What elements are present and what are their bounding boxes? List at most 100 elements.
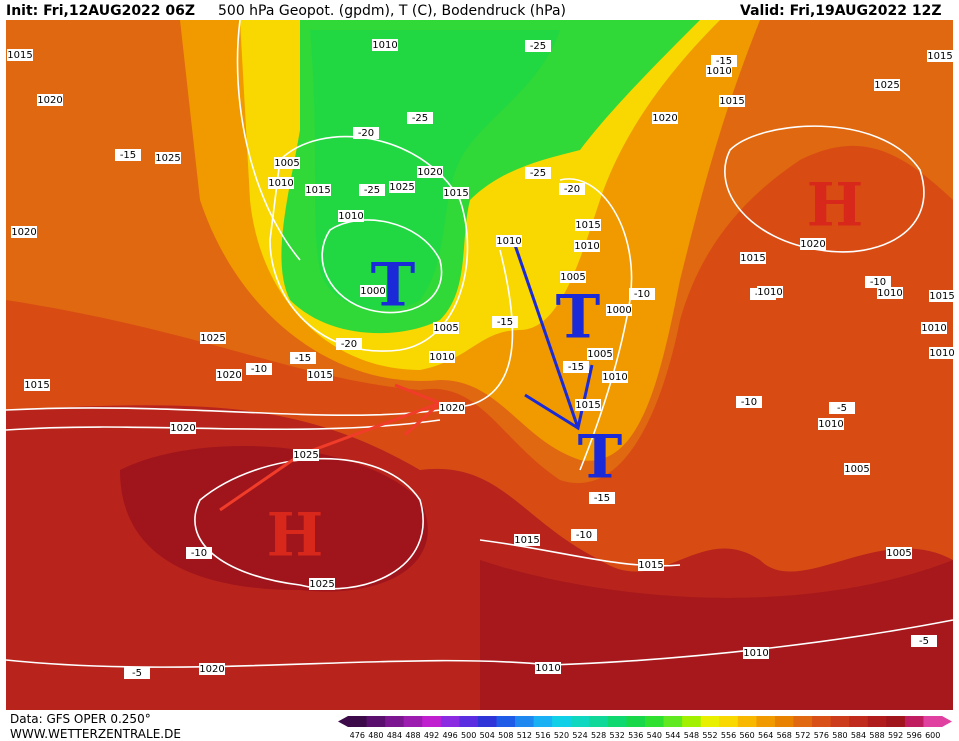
label-box <box>389 181 415 193</box>
map-label: -10 <box>634 289 650 300</box>
label-box <box>865 276 891 288</box>
colorbar-swatch <box>737 716 757 727</box>
label-box <box>757 286 783 298</box>
label-box <box>115 149 141 161</box>
colorbar-tick: 500 <box>461 731 476 740</box>
map-label: 1010 <box>743 648 768 659</box>
map-label: 1005 <box>274 158 299 169</box>
map-label: 1000 <box>606 305 631 316</box>
label-box <box>417 166 443 178</box>
colorbar-swatch <box>756 716 776 727</box>
colorbar-swatch <box>645 716 665 727</box>
map-label: 1015 <box>575 220 600 231</box>
map-label: 1010 <box>268 178 293 189</box>
map-label: 1025 <box>389 182 414 193</box>
map-label: 1020 <box>170 423 195 434</box>
map-label: -25 <box>530 168 546 179</box>
colorbar-swatch <box>626 716 646 727</box>
label-box <box>307 369 333 381</box>
colorbar-swatch <box>440 716 460 727</box>
label-box <box>338 210 364 222</box>
label-box <box>525 40 551 52</box>
label-box <box>360 285 386 297</box>
map-label: 1010 <box>929 348 954 359</box>
map-label: -15 <box>568 362 584 373</box>
colorbar-swatch <box>867 716 887 727</box>
map-label: 1005 <box>844 464 869 475</box>
colorbar-swatch <box>719 716 739 727</box>
map-label: 1010 <box>574 241 599 252</box>
label-box <box>559 183 585 195</box>
map-label: -10 <box>191 548 207 559</box>
colorbar-tick: 532 <box>610 731 625 740</box>
label-box <box>535 662 561 674</box>
map-label: 1015 <box>740 253 765 264</box>
map-label: 1010 <box>757 287 782 298</box>
colorbar-tick: 568 <box>777 731 792 740</box>
label-box <box>571 529 597 541</box>
label-box <box>525 167 551 179</box>
map-title: 500 hPa Geopot. (gpdm), T (C), Bodendruc… <box>218 3 566 19</box>
colorbar-tick: 528 <box>591 731 606 740</box>
label-box <box>268 177 294 189</box>
label-box <box>293 449 319 461</box>
colorbar-swatch <box>886 716 906 727</box>
colorbar-swatch <box>774 716 794 727</box>
label-box <box>829 402 855 414</box>
map-label: 1010 <box>877 288 902 299</box>
label-box <box>874 79 900 91</box>
colorbar-tick: 480 <box>368 731 383 740</box>
map-label: 1010 <box>706 66 731 77</box>
data-source: Data: GFS OPER 0.250° <box>10 712 151 726</box>
label-box <box>638 559 664 571</box>
map-label: 1010 <box>429 352 454 363</box>
map-label: 1020 <box>216 370 241 381</box>
map-label: 1015 <box>24 380 49 391</box>
map-label: 1010 <box>602 372 627 383</box>
label-box <box>11 226 37 238</box>
map-label: -5 <box>837 403 847 414</box>
map-label: 1020 <box>417 167 442 178</box>
map-label: -20 <box>341 339 357 350</box>
colorbar-swatch <box>533 716 553 727</box>
map-label: 1025 <box>309 579 334 590</box>
label-box <box>719 95 745 107</box>
map-background <box>6 20 953 710</box>
label-box <box>706 65 732 77</box>
label-box <box>575 399 601 411</box>
map-label: 1015 <box>307 370 332 381</box>
label-box <box>200 332 226 344</box>
map-label: -25 <box>364 185 380 196</box>
map-label: -10 <box>251 364 267 375</box>
map-label: 1025 <box>155 153 180 164</box>
map-label: -15 <box>716 56 732 67</box>
label-box <box>818 418 844 430</box>
colorbar-tick: 552 <box>702 731 717 740</box>
label-box <box>877 287 903 299</box>
label-box <box>740 252 766 264</box>
colorbar-swatch <box>682 716 702 727</box>
map-label: 1015 <box>7 50 32 61</box>
colorbar-swatch <box>589 716 609 727</box>
colorbar-swatch <box>496 716 516 727</box>
map-label: 1015 <box>305 185 330 196</box>
map-label: 1015 <box>443 188 468 199</box>
map-label: 1020 <box>11 227 36 238</box>
label-box <box>353 127 379 139</box>
colorbar-tick: 564 <box>758 731 773 740</box>
colorbar-end <box>338 716 348 727</box>
label-box <box>429 351 455 363</box>
label-box <box>929 290 955 302</box>
colorbar-tick: 556 <box>721 731 736 740</box>
map-label: 1000 <box>360 286 385 297</box>
label-box <box>359 184 385 196</box>
label-box <box>290 352 316 364</box>
label-box <box>274 157 300 169</box>
map-label: 1005 <box>433 323 458 334</box>
colorbar-tick: 504 <box>480 731 495 740</box>
label-box <box>24 379 50 391</box>
colorbar-swatch <box>923 716 943 727</box>
header-bar <box>0 0 959 20</box>
map-label: 1025 <box>874 80 899 91</box>
